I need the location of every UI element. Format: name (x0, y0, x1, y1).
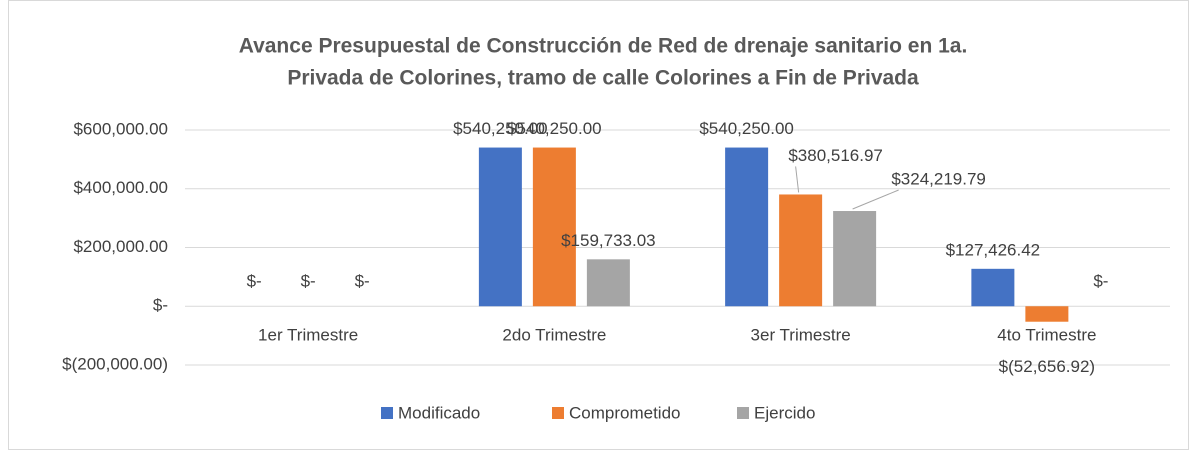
legend-swatch (737, 407, 749, 419)
x-tick-label: 3er Trimestre (751, 325, 851, 344)
leader-line (795, 166, 800, 193)
legend-label: Modificado (398, 403, 480, 422)
x-tick-label: 1er Trimestre (258, 325, 358, 344)
data-label: $540,250.00 (453, 119, 548, 138)
chart-frame (8, 0, 1189, 450)
data-label: $- (1093, 272, 1108, 291)
data-label: $(52,656.92) (999, 357, 1095, 376)
y-tick-label: $- (153, 296, 168, 315)
x-tick-label: 2do Trimestre (502, 325, 606, 344)
legend-swatch (381, 407, 393, 419)
data-label: $540,250.00 (699, 119, 794, 138)
bar (586, 259, 630, 307)
legend-swatch (552, 407, 564, 419)
data-label: $127,426.42 (946, 240, 1041, 259)
chart-title: Privada de Colorines, tramo de calle Col… (287, 67, 919, 90)
bar (833, 211, 877, 307)
x-tick-label: 4to Trimestre (997, 325, 1096, 344)
data-label: $159,733.03 (561, 231, 656, 250)
bar (478, 147, 522, 307)
data-label: $380,516.97 (788, 146, 883, 165)
chart-title: Avance Presupuestal de Construcción de R… (239, 35, 968, 58)
data-label: $- (247, 272, 262, 291)
legend-label: Ejercido (754, 403, 815, 422)
bar (1025, 306, 1069, 322)
y-tick-label: $600,000.00 (73, 119, 168, 138)
bar (779, 194, 823, 307)
y-tick-label: $200,000.00 (73, 237, 168, 256)
data-label: $324,219.79 (891, 169, 986, 188)
bar (971, 268, 1015, 307)
y-tick-label: $400,000.00 (73, 178, 168, 197)
data-label: $540,250.00 (507, 119, 602, 138)
leader-line (852, 189, 899, 210)
bar (532, 147, 576, 307)
legend-label: Comprometido (569, 403, 681, 422)
y-tick-label: $(200,000.00) (62, 354, 168, 373)
data-label: $- (301, 272, 316, 291)
bar (725, 147, 769, 307)
data-label: $- (355, 272, 370, 291)
